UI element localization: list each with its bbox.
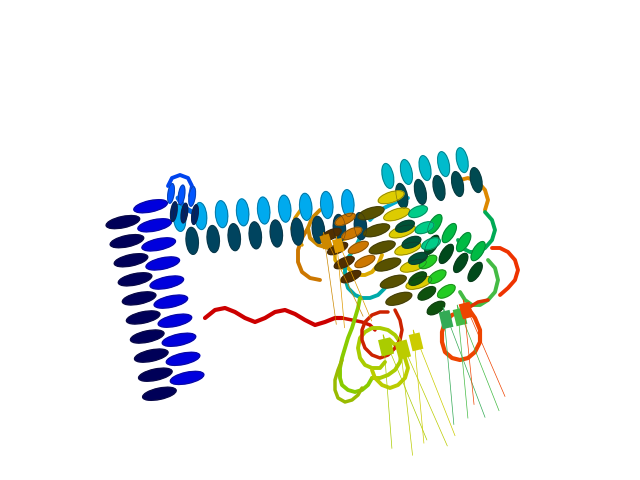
Ellipse shape bbox=[191, 205, 198, 224]
Ellipse shape bbox=[291, 218, 303, 245]
Ellipse shape bbox=[216, 201, 228, 228]
Ellipse shape bbox=[439, 244, 453, 264]
Ellipse shape bbox=[143, 387, 176, 400]
Ellipse shape bbox=[452, 172, 463, 196]
Ellipse shape bbox=[364, 224, 390, 237]
Ellipse shape bbox=[384, 208, 410, 221]
Ellipse shape bbox=[158, 314, 192, 327]
Ellipse shape bbox=[425, 235, 439, 254]
Ellipse shape bbox=[106, 216, 140, 228]
Ellipse shape bbox=[369, 241, 395, 254]
Ellipse shape bbox=[428, 301, 445, 315]
Ellipse shape bbox=[442, 224, 456, 242]
Ellipse shape bbox=[342, 228, 362, 240]
Ellipse shape bbox=[168, 184, 174, 203]
Ellipse shape bbox=[415, 222, 434, 234]
Ellipse shape bbox=[401, 160, 412, 184]
Ellipse shape bbox=[456, 233, 471, 252]
Ellipse shape bbox=[110, 235, 144, 248]
Ellipse shape bbox=[418, 287, 436, 300]
Ellipse shape bbox=[270, 220, 282, 247]
Ellipse shape bbox=[401, 259, 426, 272]
Ellipse shape bbox=[334, 256, 354, 269]
Ellipse shape bbox=[195, 203, 207, 229]
Ellipse shape bbox=[186, 228, 198, 254]
Ellipse shape bbox=[179, 185, 185, 205]
Ellipse shape bbox=[438, 285, 455, 298]
Ellipse shape bbox=[138, 219, 172, 232]
Ellipse shape bbox=[428, 270, 446, 283]
Ellipse shape bbox=[470, 168, 482, 192]
Ellipse shape bbox=[406, 276, 432, 289]
Ellipse shape bbox=[456, 148, 468, 172]
Ellipse shape bbox=[382, 164, 394, 188]
Ellipse shape bbox=[162, 333, 196, 346]
Ellipse shape bbox=[278, 195, 291, 222]
Ellipse shape bbox=[402, 236, 421, 248]
Ellipse shape bbox=[433, 176, 445, 200]
Ellipse shape bbox=[342, 190, 354, 216]
Ellipse shape bbox=[189, 187, 195, 206]
Ellipse shape bbox=[355, 213, 367, 240]
Ellipse shape bbox=[419, 156, 431, 180]
Ellipse shape bbox=[395, 242, 420, 255]
Ellipse shape bbox=[321, 192, 333, 218]
Ellipse shape bbox=[150, 276, 184, 289]
Ellipse shape bbox=[134, 349, 168, 362]
Ellipse shape bbox=[122, 292, 156, 305]
Ellipse shape bbox=[375, 258, 401, 271]
Ellipse shape bbox=[170, 202, 177, 221]
Ellipse shape bbox=[396, 183, 408, 208]
Ellipse shape bbox=[300, 193, 312, 220]
Ellipse shape bbox=[142, 238, 175, 251]
Ellipse shape bbox=[173, 204, 186, 231]
Ellipse shape bbox=[409, 272, 426, 286]
Ellipse shape bbox=[154, 295, 188, 308]
Ellipse shape bbox=[257, 197, 270, 224]
Ellipse shape bbox=[428, 215, 442, 234]
Ellipse shape bbox=[355, 255, 375, 267]
Ellipse shape bbox=[454, 253, 468, 273]
Ellipse shape bbox=[228, 224, 241, 251]
Ellipse shape bbox=[415, 180, 426, 204]
Ellipse shape bbox=[170, 372, 204, 384]
Ellipse shape bbox=[321, 228, 341, 240]
Ellipse shape bbox=[166, 352, 200, 365]
Ellipse shape bbox=[328, 242, 348, 254]
Ellipse shape bbox=[419, 255, 436, 269]
Ellipse shape bbox=[312, 216, 324, 243]
Ellipse shape bbox=[380, 275, 406, 288]
Ellipse shape bbox=[115, 254, 148, 267]
Ellipse shape bbox=[131, 330, 164, 343]
Ellipse shape bbox=[468, 263, 482, 281]
Ellipse shape bbox=[207, 226, 220, 252]
Ellipse shape bbox=[408, 252, 428, 264]
Ellipse shape bbox=[358, 207, 384, 220]
Ellipse shape bbox=[139, 368, 172, 381]
Ellipse shape bbox=[378, 191, 404, 204]
Ellipse shape bbox=[134, 200, 168, 213]
Ellipse shape bbox=[127, 311, 160, 324]
Ellipse shape bbox=[181, 203, 188, 223]
Ellipse shape bbox=[249, 222, 261, 249]
Ellipse shape bbox=[146, 257, 180, 270]
Ellipse shape bbox=[118, 273, 152, 286]
Ellipse shape bbox=[471, 241, 485, 261]
Ellipse shape bbox=[237, 199, 249, 226]
Ellipse shape bbox=[386, 292, 412, 305]
Ellipse shape bbox=[389, 225, 415, 238]
Ellipse shape bbox=[348, 241, 368, 253]
Ellipse shape bbox=[335, 213, 355, 226]
Ellipse shape bbox=[422, 238, 440, 250]
Ellipse shape bbox=[333, 215, 346, 241]
Ellipse shape bbox=[396, 220, 414, 232]
Ellipse shape bbox=[409, 206, 428, 217]
Ellipse shape bbox=[340, 271, 361, 283]
Ellipse shape bbox=[438, 152, 449, 177]
